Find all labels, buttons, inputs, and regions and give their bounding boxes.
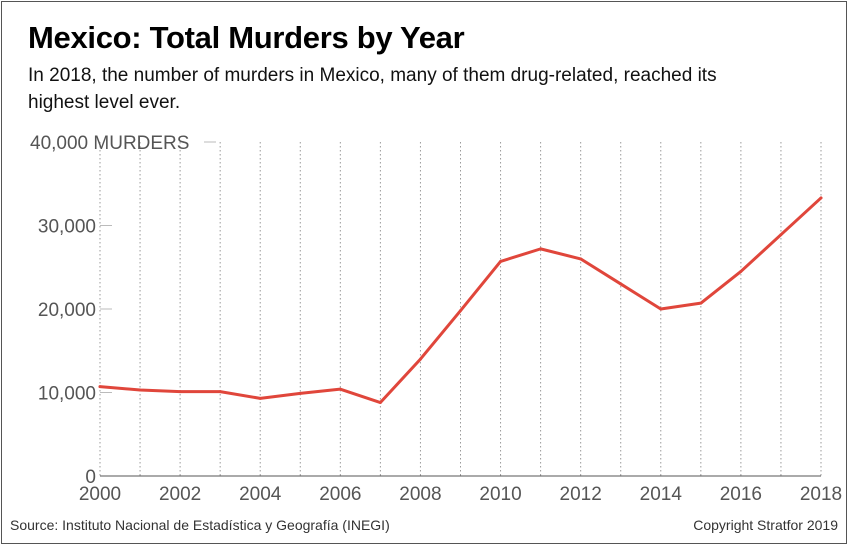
- data-point-2016: [739, 270, 743, 273]
- x-tick-label: 2008: [399, 484, 441, 505]
- y-tick-label: 30,000: [38, 217, 96, 238]
- series-line: [98, 196, 823, 405]
- y-tick-label: 0: [85, 467, 96, 488]
- x-tick-label: 2014: [640, 484, 683, 505]
- data-point-2010: [499, 260, 502, 263]
- copyright-note: Copyright Stratfor 2019: [693, 517, 838, 533]
- data-point-2000: [98, 385, 102, 389]
- chart-subtitle: In 2018, the number of murders in Mexico…: [28, 65, 717, 113]
- x-tick-label: 2016: [720, 484, 762, 505]
- data-point-2018: [819, 196, 823, 200]
- data-point-2012: [579, 257, 583, 261]
- x-tick-label: 2004: [239, 484, 282, 505]
- data-point-2011: [539, 247, 543, 251]
- data-point-2008: [419, 357, 422, 361]
- data-point-2007: [378, 401, 382, 404]
- y-tick-label: 20,000: [38, 300, 96, 321]
- x-tick-label: 2018: [800, 484, 842, 505]
- data-point-2014: [659, 307, 663, 311]
- data-point-2005: [298, 391, 302, 395]
- source-note: Source: Instituto Nacional de Estadístic…: [10, 517, 390, 533]
- y-tick-label: 40,000 MURDERS: [30, 133, 189, 154]
- data-point-2002: [178, 390, 182, 394]
- data-point-2006: [338, 387, 342, 391]
- chart-title: Mexico: Total Murders by Year: [28, 20, 465, 55]
- data-point-2009: [459, 309, 462, 313]
- x-tick-label: 2002: [159, 484, 201, 505]
- data-point-2004: [258, 396, 262, 400]
- x-tick-label: 2006: [319, 484, 361, 505]
- data-point-2015: [699, 301, 703, 305]
- y-tick-label: 10,000: [38, 384, 96, 405]
- data-point-2001: [138, 388, 142, 392]
- x-tick-label: 2000: [79, 484, 121, 505]
- data-point-2013: [619, 282, 623, 286]
- x-tick-label: 2010: [479, 484, 521, 505]
- data-point-2017: [779, 233, 783, 237]
- data-point-2003: [218, 390, 222, 394]
- x-tick-label: 2012: [560, 484, 602, 505]
